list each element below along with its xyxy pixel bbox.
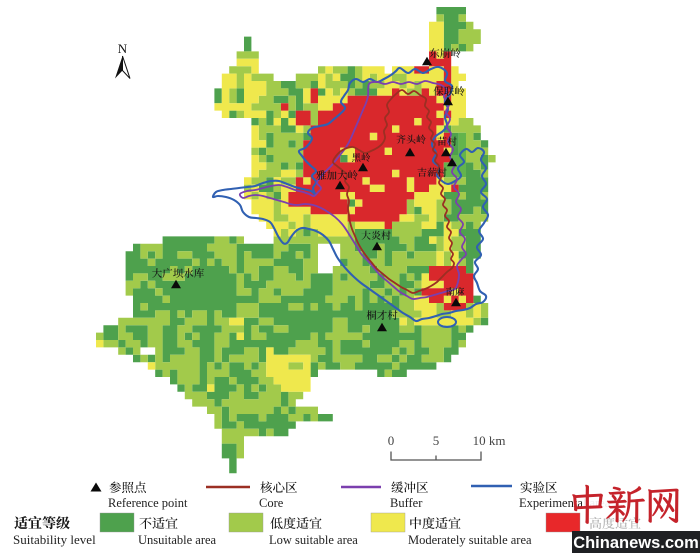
svg-text:Unsuitable area: Unsuitable area: [138, 533, 217, 547]
svg-text:Chinanews.com: Chinanews.com: [573, 534, 699, 552]
svg-text:5: 5: [433, 433, 440, 448]
svg-text:Moderately suitable area: Moderately suitable area: [408, 533, 532, 547]
svg-text:Core: Core: [259, 496, 284, 510]
svg-text:Buffer: Buffer: [390, 496, 423, 510]
svg-text:N: N: [118, 41, 128, 56]
svg-text:Suitability level: Suitability level: [13, 532, 96, 547]
svg-text:Low suitable area: Low suitable area: [269, 533, 358, 547]
svg-text:0: 0: [388, 433, 395, 448]
svg-text:Reference point: Reference point: [108, 496, 188, 510]
svg-text:10 km: 10 km: [473, 433, 506, 448]
